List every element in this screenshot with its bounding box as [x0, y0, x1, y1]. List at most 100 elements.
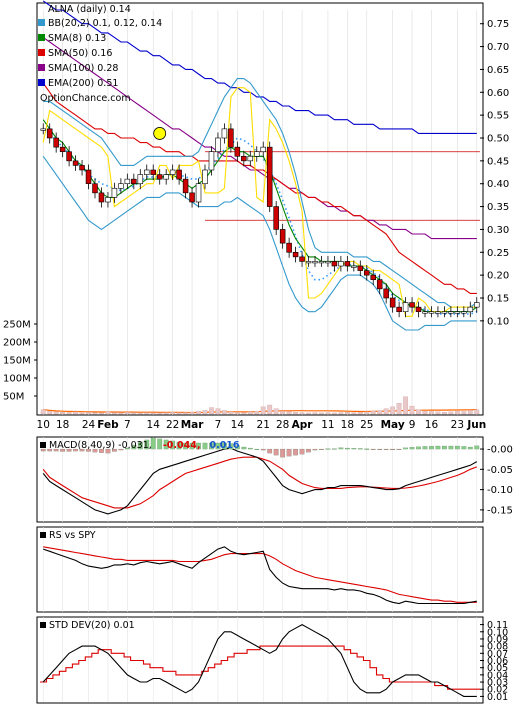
volume-bar — [157, 412, 163, 415]
x-tick-label: 14 — [147, 419, 161, 431]
price-tick-label: 0.15 — [487, 294, 509, 305]
legend-item-label: SMA(50) 0.16 — [48, 48, 113, 59]
candle-body — [305, 261, 312, 264]
volume-tick-label: 200M — [3, 338, 31, 349]
volume-bar — [189, 412, 195, 415]
x-tick-label: 25 — [360, 419, 373, 431]
candle-body — [131, 178, 137, 185]
legend-site-text: OptionChance.com — [40, 93, 131, 104]
macd-histogram-bar — [260, 448, 266, 451]
x-tick-label: 23 — [451, 419, 464, 431]
volume-bar — [331, 412, 337, 415]
legend-item-sma50: SMA(50) 0.16 — [38, 48, 112, 60]
candle-body — [189, 192, 195, 203]
macd-histogram-bar — [137, 441, 143, 450]
candle-body — [474, 302, 480, 308]
candle-body — [118, 183, 124, 189]
volume-bar — [267, 404, 273, 415]
candle-body — [169, 169, 176, 175]
volume-bar — [299, 412, 305, 415]
x-tick-label: 10 — [37, 419, 50, 431]
volume-bar — [338, 412, 344, 415]
price-tick-label: 0.75 — [487, 19, 509, 30]
legend-item-label: EMA(200) 0.51 — [48, 78, 119, 89]
candle-body — [376, 279, 383, 290]
candle-body — [357, 265, 364, 271]
candle-body — [396, 306, 402, 313]
price-tick-label: 0.50 — [487, 134, 509, 145]
candle-body — [467, 306, 474, 313]
macd-histogram-bar — [454, 445, 460, 450]
price-tick-label: 0.40 — [487, 179, 509, 190]
candle-body — [156, 174, 163, 180]
legend-item-sma8: SMA(8) 0.13 — [38, 33, 106, 45]
volume-bar — [60, 412, 66, 415]
volume-bar — [467, 410, 473, 415]
macd-histogram-bar — [377, 448, 383, 450]
volume-bar — [260, 406, 266, 415]
volume-bar — [403, 396, 409, 415]
macd-histogram-bar — [79, 448, 85, 452]
volume-bar — [137, 412, 143, 415]
macd-title: MACD(8,40,9) — [49, 440, 116, 451]
volume-bar — [429, 411, 434, 415]
std-average-line — [40, 645, 480, 690]
macd-histogram-bar — [40, 448, 46, 452]
macd-histogram-bar — [286, 448, 292, 457]
volume-bar — [99, 412, 104, 415]
x-tick-label: 16 — [425, 419, 439, 431]
candle-body — [402, 302, 409, 313]
volume-bar — [254, 410, 260, 415]
std-tick-label: 0.03 — [487, 678, 508, 689]
std-line — [42, 623, 477, 697]
macd-histogram-bar — [241, 446, 247, 450]
swatch-icon — [40, 622, 46, 628]
volume-bar — [86, 412, 91, 415]
candle-body — [176, 169, 182, 180]
std-tick-label: 0.08 — [487, 642, 508, 653]
std-tick-label: 0.01 — [487, 692, 508, 703]
candle-body — [247, 155, 254, 162]
legend-item-sma100: SMA(100) 0.28 — [38, 63, 118, 75]
macd-histogram-bar — [163, 439, 169, 450]
candle-body — [299, 256, 305, 262]
candle-body — [221, 128, 228, 139]
price-tick-label: 0.20 — [487, 271, 509, 282]
candle-body — [202, 169, 208, 185]
macd-histogram-bar — [202, 442, 208, 450]
legend-title-text: ALNA (daily) 0.14 — [48, 4, 131, 15]
candle-body — [228, 128, 234, 148]
volume-bar — [144, 412, 150, 415]
swatch-icon — [38, 64, 45, 71]
macd-histogram-bar — [86, 448, 91, 452]
candle-body — [53, 137, 59, 148]
macd-histogram-bar — [474, 445, 480, 450]
macd-histogram-bar — [105, 448, 111, 454]
legend-site: OptionChance.com — [40, 93, 131, 105]
candle-body — [254, 151, 260, 157]
macd-histogram-bar — [222, 442, 227, 450]
sma50-line — [42, 82, 477, 294]
swatch-icon — [40, 442, 46, 448]
macd-histogram-bar — [351, 448, 357, 450]
volume-bar — [105, 411, 111, 415]
macd-histogram-bar — [157, 438, 163, 450]
macd-histogram-bar — [467, 446, 473, 450]
x-tick-label: Jun — [466, 419, 486, 431]
macd-histogram-bar — [267, 448, 273, 454]
macd-histogram-bar — [118, 448, 124, 451]
candle-body — [98, 192, 105, 203]
candle-body — [292, 251, 299, 258]
candle-body — [105, 197, 111, 203]
swatch-icon — [38, 79, 45, 86]
legend-title: ALNA (daily) 0.14 — [48, 4, 131, 16]
volume-bar — [325, 412, 331, 415]
volume-bar — [92, 412, 98, 415]
macd-histogram-bar — [319, 448, 324, 450]
candle-body — [279, 229, 286, 244]
x-tick-label: Mar — [181, 419, 205, 431]
rs-panel-frame — [36, 526, 484, 613]
candle-body — [415, 306, 422, 313]
volume-bar — [66, 412, 72, 415]
